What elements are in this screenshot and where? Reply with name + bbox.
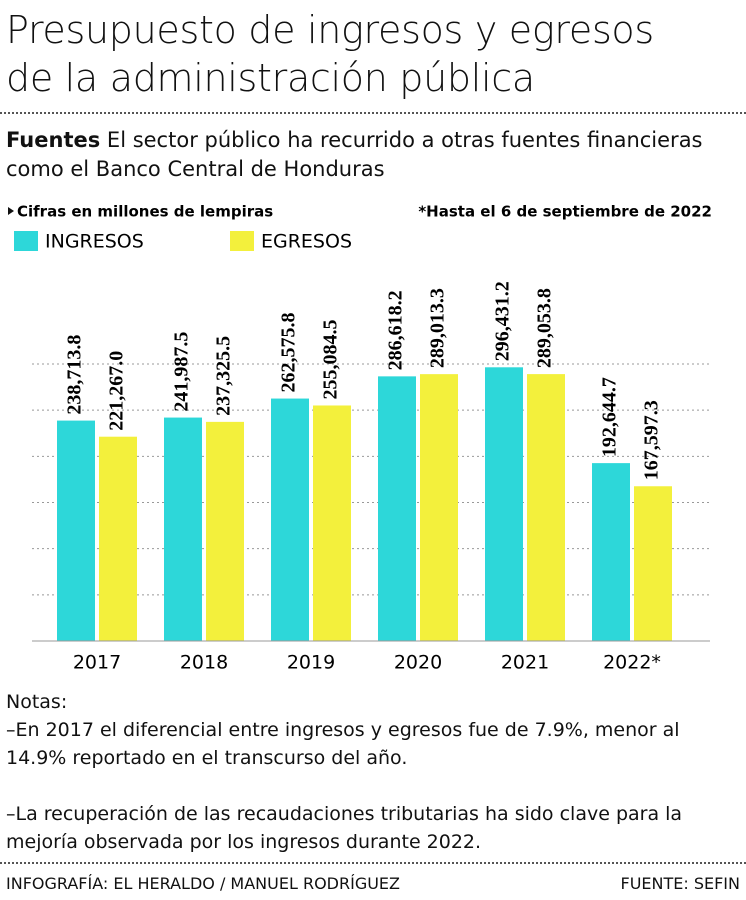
annotation: Cifras en millones de lempiras xyxy=(17,203,273,221)
legend-swatch xyxy=(230,231,254,251)
bar xyxy=(99,436,137,641)
title: Presupuesto de ingresos y egresos de la … xyxy=(6,8,654,100)
value-label: 167,597.3 xyxy=(641,400,663,480)
bar xyxy=(206,421,244,641)
legend-label: EGRESOS xyxy=(261,231,352,253)
source: FUENTE: SEFIN xyxy=(620,874,740,893)
annotation: *Hasta el 6 de septiembre de 2022 xyxy=(418,203,712,221)
x-tick-label: 2021 xyxy=(501,652,549,674)
note: –La recuperación de las recaudaciones tr… xyxy=(6,803,683,853)
notes-heading: Notas: xyxy=(6,691,68,713)
bullet xyxy=(8,207,14,215)
value-label: 286,618.2 xyxy=(385,290,407,370)
value-label: 221,267.0 xyxy=(106,351,128,431)
x-tick-label: 2017 xyxy=(73,652,121,674)
bar xyxy=(271,398,309,641)
value-label: 237,325.5 xyxy=(213,336,235,416)
legend-swatch xyxy=(14,231,38,251)
bar xyxy=(485,367,523,641)
footer: INFOGRAFÍA: EL HERALDO / MANUEL RODRÍGUE… xyxy=(6,874,740,893)
divider xyxy=(0,862,746,864)
chart: Cifras en millones de lempiras *Hasta el… xyxy=(8,203,712,674)
value-label: 238,713.8 xyxy=(64,335,86,415)
value-label: 241,987.5 xyxy=(171,332,193,412)
credit: INFOGRAFÍA: EL HERALDO / MANUEL RODRÍGUE… xyxy=(6,874,400,893)
bar xyxy=(313,405,351,641)
bar xyxy=(527,374,565,641)
subtitle: Fuentes El sector público ha recurrido a… xyxy=(6,126,741,184)
note: –En 2017 el diferencial entre ingresos y… xyxy=(6,719,680,769)
x-tick-label: 2022* xyxy=(603,652,661,674)
x-tick-label: 2019 xyxy=(287,652,335,674)
bar xyxy=(378,376,416,641)
bar xyxy=(592,463,630,641)
value-label: 255,084.5 xyxy=(320,319,342,399)
subtitle-label: Fuentes xyxy=(6,128,101,152)
value-label: 289,053.8 xyxy=(534,288,556,368)
x-tick-label: 2018 xyxy=(180,652,228,674)
bar xyxy=(57,420,95,641)
value-label: 262,575.8 xyxy=(278,313,300,393)
x-tick-label: 2020 xyxy=(394,652,442,674)
bar xyxy=(634,486,672,641)
notes: Notas: –En 2017 el diferencial entre ing… xyxy=(6,688,736,884)
bar xyxy=(420,374,458,641)
value-label: 192,644.7 xyxy=(599,377,621,457)
bar xyxy=(164,417,202,641)
value-label: 296,431.2 xyxy=(492,281,514,361)
subtitle-text: El sector público ha recurrido a otras f… xyxy=(6,128,703,181)
value-label: 289,013.3 xyxy=(427,288,449,368)
divider xyxy=(0,112,746,114)
legend-label: INGRESOS xyxy=(45,231,144,253)
